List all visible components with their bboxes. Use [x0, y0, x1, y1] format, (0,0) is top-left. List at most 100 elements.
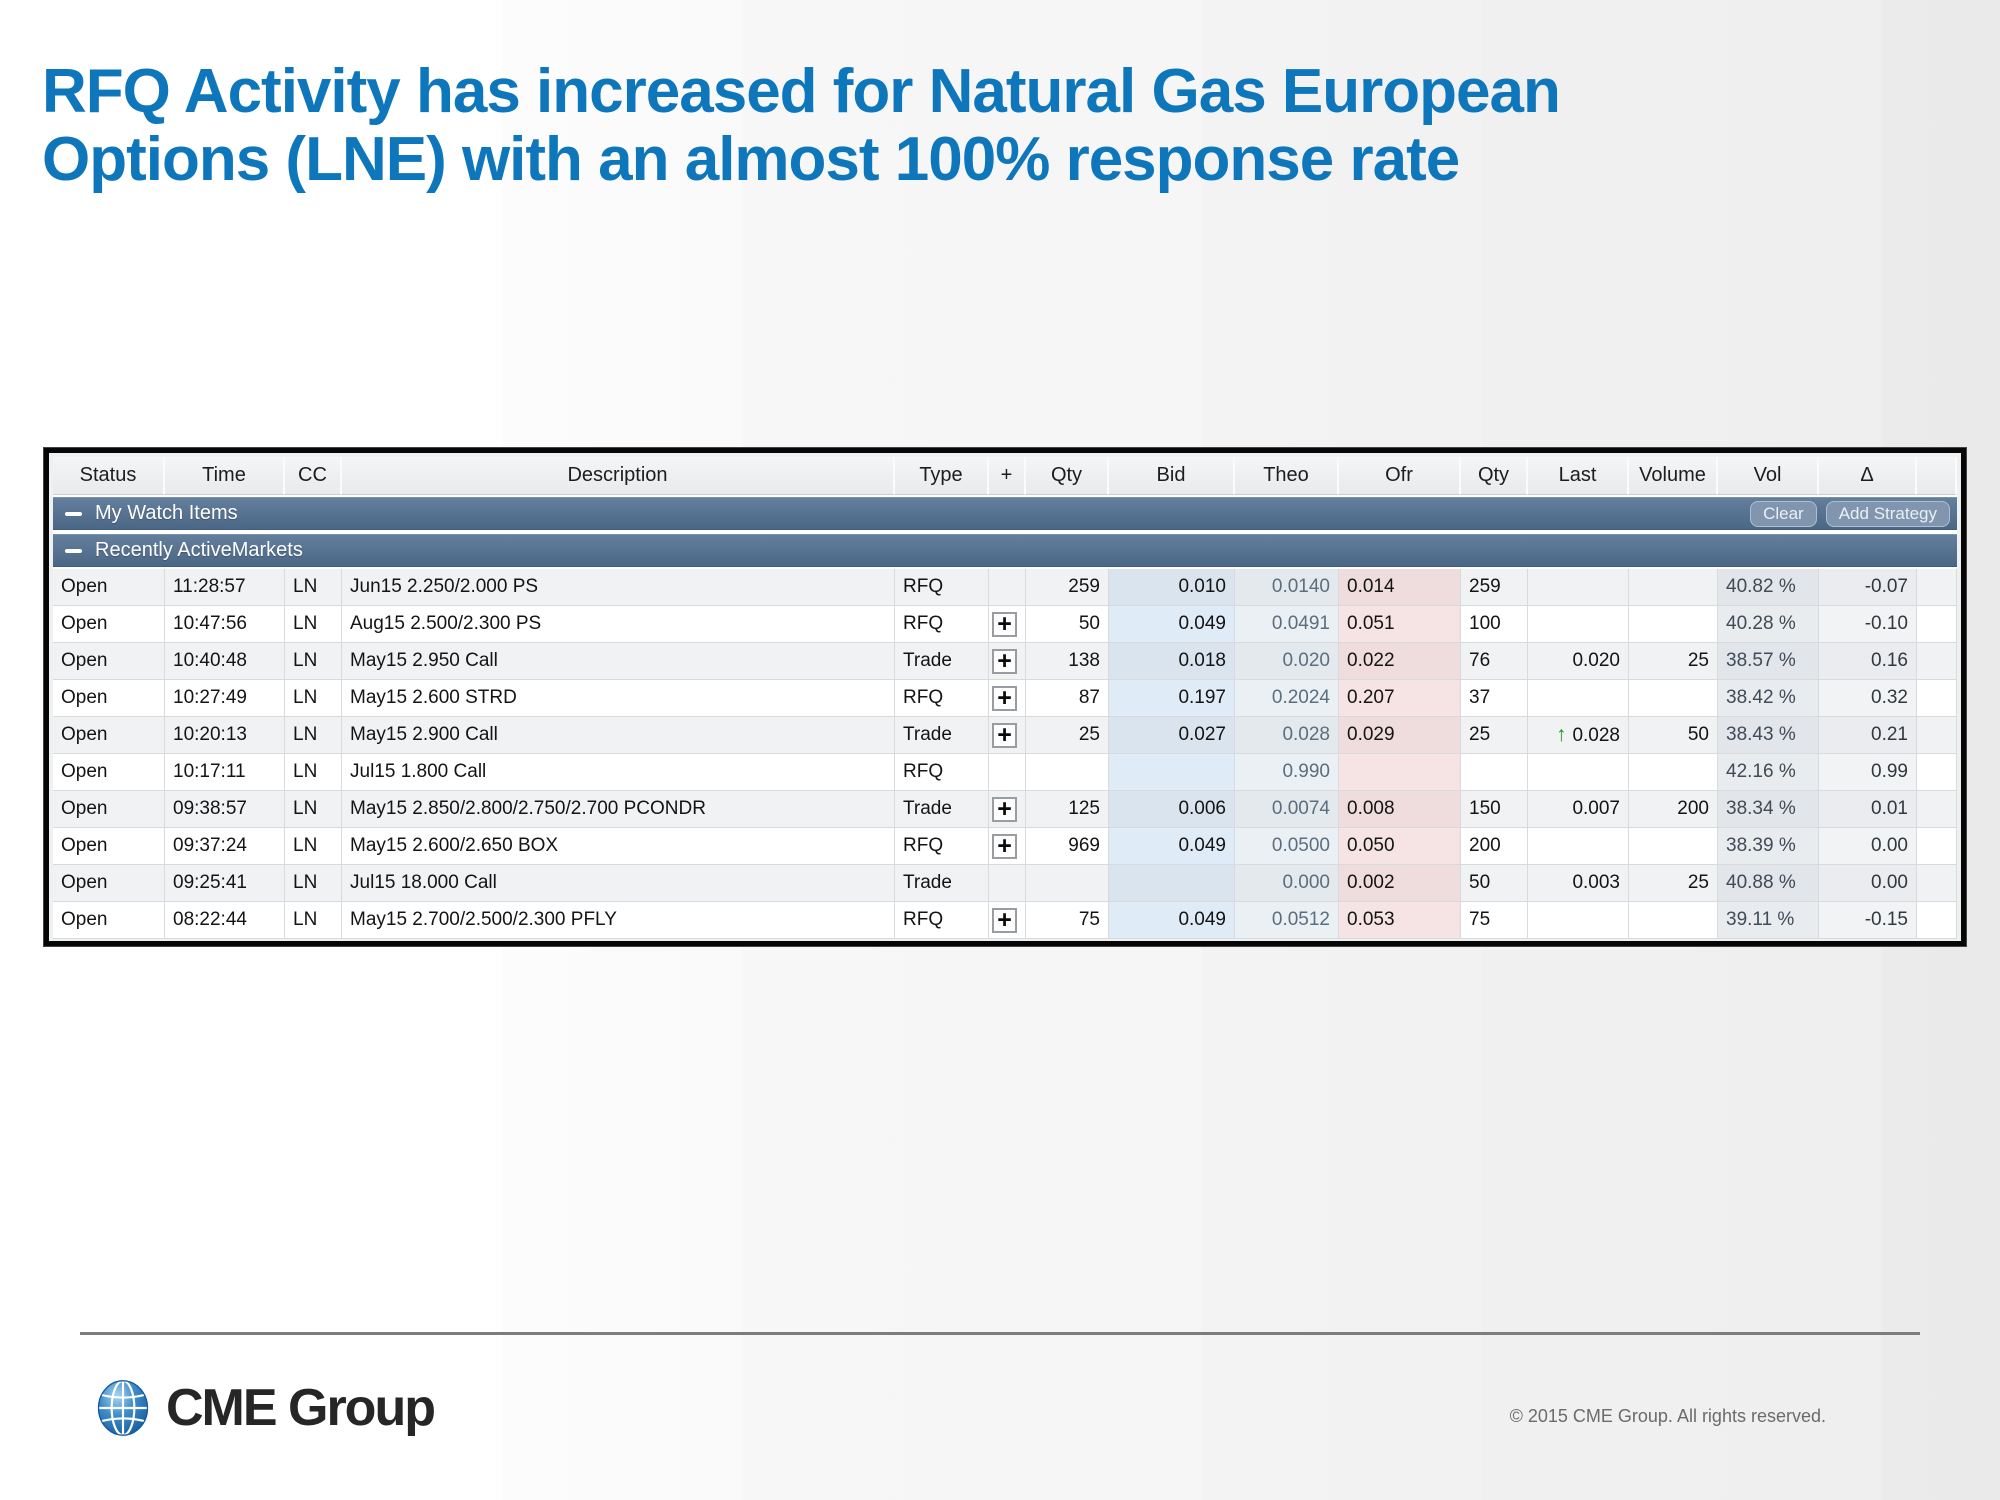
section-row-recently-active-markets: Recently ActiveMarkets [53, 532, 1957, 569]
cell-vol: 38.42 % [1718, 680, 1819, 717]
cell-status: Open [53, 643, 165, 680]
cell-plus: + [989, 791, 1026, 828]
cell-spacer [1917, 828, 1957, 865]
collapse-minus-icon[interactable] [65, 548, 82, 553]
cell-volume: 25 [1629, 643, 1718, 680]
cell-plus [989, 569, 1026, 606]
section-row-my-watch-items: My Watch Items Clear Add Strategy [53, 495, 1957, 532]
cell-time: 10:27:49 [165, 680, 285, 717]
col-header-spacer [1917, 457, 1957, 495]
expand-plus-button[interactable]: + [992, 907, 1017, 933]
cell-delta: 0.00 [1819, 828, 1917, 865]
cell-plus: + [989, 717, 1026, 754]
expand-plus-button[interactable]: + [992, 722, 1017, 748]
table-row[interactable]: Open 10:17:11 LN Jul15 1.800 Call RFQ 0.… [53, 754, 1957, 791]
market-watch-table: Status Time CC Description Type + Qty Bi… [53, 457, 1957, 939]
cell-plus [989, 754, 1026, 791]
cell-bid: 0.049 [1109, 606, 1235, 643]
cell-volume: 25 [1629, 865, 1718, 902]
expand-plus-button[interactable]: + [992, 685, 1017, 711]
cell-cc: LN [285, 754, 342, 791]
cell-type: Trade [895, 717, 989, 754]
col-header-qty2[interactable]: Qty [1461, 457, 1528, 495]
table-row[interactable]: Open 08:22:44 LN May15 2.700/2.500/2.300… [53, 902, 1957, 939]
table-row[interactable]: Open 10:47:56 LN Aug15 2.500/2.300 PS RF… [53, 606, 1957, 643]
cell-description: May15 2.600/2.650 BOX [342, 828, 895, 865]
section-bar-recently-active-markets[interactable]: Recently ActiveMarkets [53, 534, 1957, 567]
table-row[interactable]: Open 11:28:57 LN Jun15 2.250/2.000 PS RF… [53, 569, 1957, 606]
col-header-last[interactable]: Last [1528, 457, 1629, 495]
col-header-bid[interactable]: Bid [1109, 457, 1235, 495]
clear-button[interactable]: Clear [1750, 500, 1817, 527]
col-header-status[interactable]: Status [53, 457, 165, 495]
cell-qty: 969 [1026, 828, 1109, 865]
cell-last [1528, 680, 1629, 717]
table-row[interactable]: Open 10:40:48 LN May15 2.950 Call Trade … [53, 643, 1957, 680]
cell-bid: 0.049 [1109, 828, 1235, 865]
footer-divider [80, 1332, 1920, 1335]
col-header-volume[interactable]: Volume [1629, 457, 1718, 495]
cell-time: 10:20:13 [165, 717, 285, 754]
cell-spacer [1917, 717, 1957, 754]
col-header-vol[interactable]: Vol [1718, 457, 1819, 495]
table-header: Status Time CC Description Type + Qty Bi… [53, 457, 1957, 495]
section-label: Recently ActiveMarkets [95, 539, 303, 561]
col-header-theo[interactable]: Theo [1235, 457, 1339, 495]
table-row[interactable]: Open 09:37:24 LN May15 2.600/2.650 BOX R… [53, 828, 1957, 865]
table-row[interactable]: Open 09:38:57 LN May15 2.850/2.800/2.750… [53, 791, 1957, 828]
cell-ofr: 0.022 [1339, 643, 1461, 680]
expand-plus-button[interactable]: + [992, 833, 1017, 859]
cell-bid: 0.049 [1109, 902, 1235, 939]
cell-description: Jul15 1.800 Call [342, 754, 895, 791]
col-header-cc[interactable]: CC [285, 457, 342, 495]
section-buttons: Clear Add Strategy [1750, 500, 1957, 527]
cell-cc: LN [285, 606, 342, 643]
section-bar-my-watch-items[interactable]: My Watch Items Clear Add Strategy [53, 497, 1957, 530]
col-header-type[interactable]: Type [895, 457, 989, 495]
cell-status: Open [53, 828, 165, 865]
collapse-minus-icon[interactable] [65, 511, 82, 516]
cell-bid: 0.018 [1109, 643, 1235, 680]
cell-qty: 87 [1026, 680, 1109, 717]
col-header-description[interactable]: Description [342, 457, 895, 495]
cell-theo: 0.000 [1235, 865, 1339, 902]
col-header-plus[interactable]: + [989, 457, 1026, 495]
col-header-ofr[interactable]: Ofr [1339, 457, 1461, 495]
expand-plus-button[interactable]: + [992, 796, 1017, 822]
cell-type: RFQ [895, 902, 989, 939]
cell-last [1528, 569, 1629, 606]
cell-cc: LN [285, 717, 342, 754]
cell-time: 10:40:48 [165, 643, 285, 680]
cell-status: Open [53, 680, 165, 717]
cell-cc: LN [285, 643, 342, 680]
cell-status: Open [53, 754, 165, 791]
cell-plus: + [989, 902, 1026, 939]
cell-time: 08:22:44 [165, 902, 285, 939]
copyright-text: © 2015 CME Group. All rights reserved. [1509, 1406, 1826, 1426]
cell-bid [1109, 865, 1235, 902]
cell-delta: -0.15 [1819, 902, 1917, 939]
table-row[interactable]: Open 10:27:49 LN May15 2.600 STRD RFQ + … [53, 680, 1957, 717]
cell-qty: 50 [1026, 606, 1109, 643]
col-header-time[interactable]: Time [165, 457, 285, 495]
page-title-line2: Options (LNE) with an almost 100% respon… [42, 125, 1460, 194]
cell-vol: 40.82 % [1718, 569, 1819, 606]
cell-spacer [1917, 680, 1957, 717]
cell-description: May15 2.700/2.500/2.300 PFLY [342, 902, 895, 939]
table-row[interactable]: Open 09:25:41 LN Jul15 18.000 Call Trade… [53, 865, 1957, 902]
cell-last [1528, 902, 1629, 939]
cell-bid: 0.027 [1109, 717, 1235, 754]
cell-qty2: 37 [1461, 680, 1528, 717]
cell-delta: 0.01 [1819, 791, 1917, 828]
table-row[interactable]: Open 10:20:13 LN May15 2.900 Call Trade … [53, 717, 1957, 754]
add-strategy-button[interactable]: Add Strategy [1825, 500, 1950, 527]
cell-theo: 0.0500 [1235, 828, 1339, 865]
col-header-qty[interactable]: Qty [1026, 457, 1109, 495]
cell-volume [1629, 569, 1718, 606]
cell-last [1528, 828, 1629, 865]
expand-plus-button[interactable]: + [992, 611, 1017, 637]
col-header-delta[interactable]: Δ [1819, 457, 1917, 495]
expand-plus-button[interactable]: + [992, 648, 1017, 674]
cell-status: Open [53, 569, 165, 606]
cell-spacer [1917, 606, 1957, 643]
